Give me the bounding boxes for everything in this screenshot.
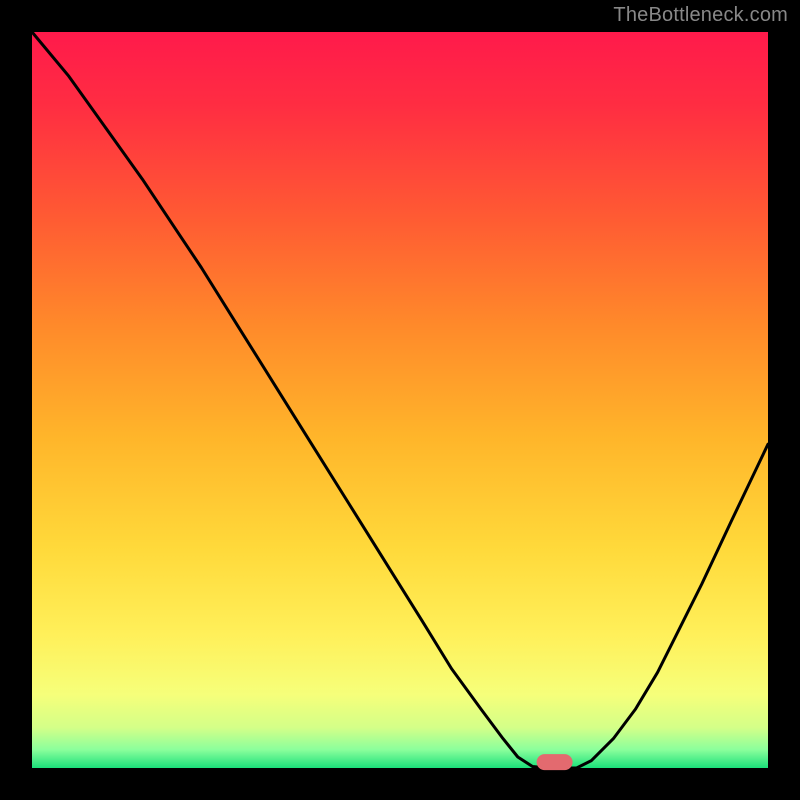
bottleneck-chart: [0, 0, 800, 800]
plot-background: [32, 32, 768, 768]
watermark-text: TheBottleneck.com: [613, 4, 788, 27]
optimal-marker: [537, 754, 573, 770]
